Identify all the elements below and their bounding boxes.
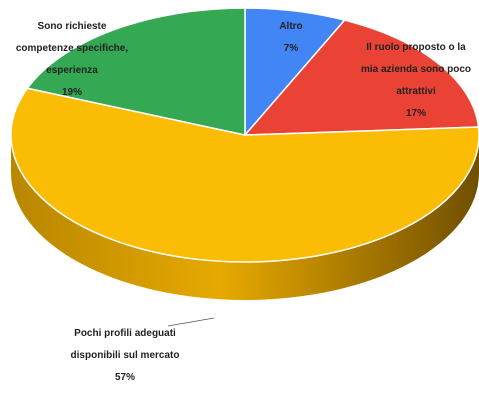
slice-label-ruolo: Il ruolo proposto o la mia azienda sono … [356, 31, 476, 130]
slice-label-competenze-line3: esperienza [46, 65, 98, 76]
slice-label-altro-name: Altro [279, 21, 303, 32]
slice-label-competenze-line1: Sono richieste [37, 21, 107, 32]
slice-label-competenze: Sono richieste competenze specifiche, es… [2, 10, 142, 109]
leader-line-pochi-profili [167, 317, 215, 327]
pie-slice-0 [244, 7, 346, 138]
slice-label-pochi-line2: disponibili sul mercato [70, 350, 180, 361]
slice-label-competenze-line2: competenze specifiche, [15, 43, 129, 54]
slice-label-ruolo-line2: mia azienda sono poco [360, 64, 472, 75]
slice-label-pochi-value: 57% [114, 372, 135, 383]
pie-chart: Altro 7% Il ruolo proposto o la mia azie… [2, 7, 479, 383]
pie-slice-3 [26, 7, 246, 136]
slice-label-pochi-line1: Pochi profili adeguati [74, 328, 176, 339]
slice-label-altro: Altro 7% [256, 10, 326, 65]
slice-label-ruolo-value: 17% [405, 108, 426, 119]
slice-label-ruolo-line3: attrattivi [396, 86, 436, 97]
pie-chart-svg [10, 7, 479, 327]
pie-slice-side-2 [11, 135, 479, 300]
pie-slice-1 [243, 19, 479, 136]
slice-label-pochi-profili: Pochi profili adeguati disponibili sul m… [60, 317, 190, 394]
slice-label-altro-value: 7% [283, 43, 299, 54]
slice-label-ruolo-line1: Il ruolo proposto o la [366, 42, 466, 53]
slice-label-competenze-value: 19% [61, 87, 82, 98]
pie-slice-2 [10, 87, 479, 263]
